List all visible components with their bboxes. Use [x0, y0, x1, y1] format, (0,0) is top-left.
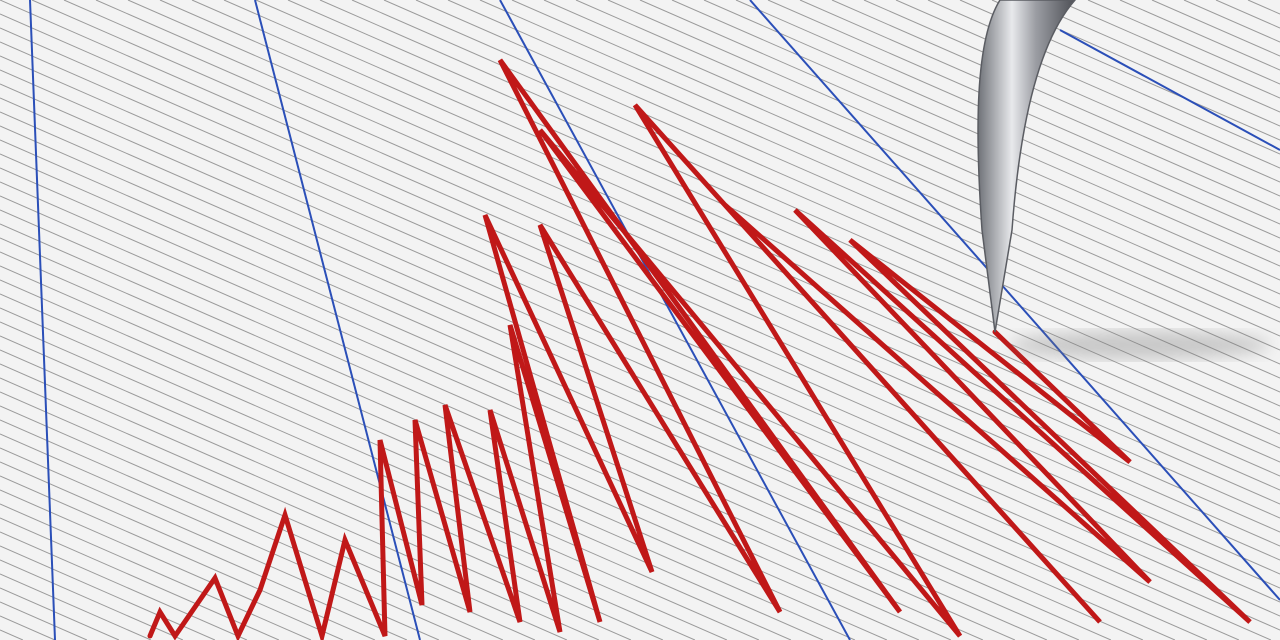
- grid-line: [1087, 0, 1280, 85]
- grid-line: [0, 405, 536, 640]
- major-grid-line: [29, 0, 56, 640]
- grid-line: [1023, 0, 1280, 113]
- grid-line: [543, 0, 1280, 323]
- grid-line: [63, 0, 1280, 533]
- major-grid-line: [254, 0, 421, 640]
- grid-line: [639, 0, 1280, 281]
- grid-line: [1247, 0, 1280, 15]
- major-grid-lines: [29, 0, 1280, 640]
- grid-line: [415, 0, 1280, 379]
- grid-line: [0, 111, 1208, 640]
- grid-line: [0, 293, 792, 640]
- grid-line: [895, 0, 1280, 169]
- grid-line: [0, 489, 344, 640]
- grid-line: [0, 265, 856, 640]
- grid-line: [0, 503, 312, 640]
- grid-line: [95, 0, 1280, 519]
- grid-line: [1119, 0, 1280, 71]
- grid-line: [927, 0, 1280, 155]
- major-grid-line: [1059, 29, 1280, 151]
- grid-line: [0, 545, 216, 640]
- major-grid-line: [749, 0, 1280, 601]
- grid-line: [0, 461, 408, 640]
- grid-line: [0, 363, 632, 640]
- grid-line: [0, 629, 24, 640]
- grid-line: [0, 13, 1280, 575]
- grid-line: [0, 447, 440, 640]
- grid-line: [0, 125, 1176, 640]
- grid-line: [255, 0, 1280, 449]
- grid-line: [191, 0, 1280, 477]
- grid-line: [287, 0, 1280, 435]
- grid-line: [607, 0, 1280, 295]
- needle-shadow: [1010, 331, 1270, 359]
- grid-line: [575, 0, 1280, 309]
- grid-line: [0, 573, 152, 640]
- grid-line: [0, 69, 1280, 631]
- grid-line: [863, 0, 1280, 183]
- grid-line: [0, 601, 88, 640]
- grid-line: [0, 279, 824, 640]
- major-grid-line: [499, 0, 851, 640]
- grid-line: [0, 531, 248, 640]
- grid-line: [0, 615, 56, 640]
- grid-line: [0, 433, 472, 640]
- grid-line: [0, 223, 952, 640]
- grid-line: [511, 0, 1280, 337]
- grid-line: [1151, 0, 1280, 57]
- grid-line: [0, 321, 728, 640]
- grid-line: [671, 0, 1280, 267]
- grid-line: [0, 377, 600, 640]
- grid-line: [1183, 0, 1280, 43]
- grid-line: [0, 83, 1272, 640]
- grid-line: [0, 195, 1016, 640]
- grid-line: [1215, 0, 1280, 29]
- seismograph-needle-icon: [977, 0, 1076, 333]
- grid-line: [0, 237, 920, 640]
- grid-line: [0, 251, 888, 640]
- seismic-trace: [147, 58, 1252, 640]
- grid-line: [479, 0, 1280, 351]
- grid-line: [0, 139, 1144, 640]
- grid-line: [831, 0, 1280, 197]
- grid-line: [0, 587, 120, 640]
- grid-line: [1055, 0, 1280, 99]
- grid-line: [383, 0, 1280, 393]
- grid-line: [0, 0, 1280, 561]
- grid-line: [0, 335, 696, 640]
- grid-line: [799, 0, 1280, 211]
- grid-line: [447, 0, 1280, 365]
- grid-line: [0, 153, 1112, 640]
